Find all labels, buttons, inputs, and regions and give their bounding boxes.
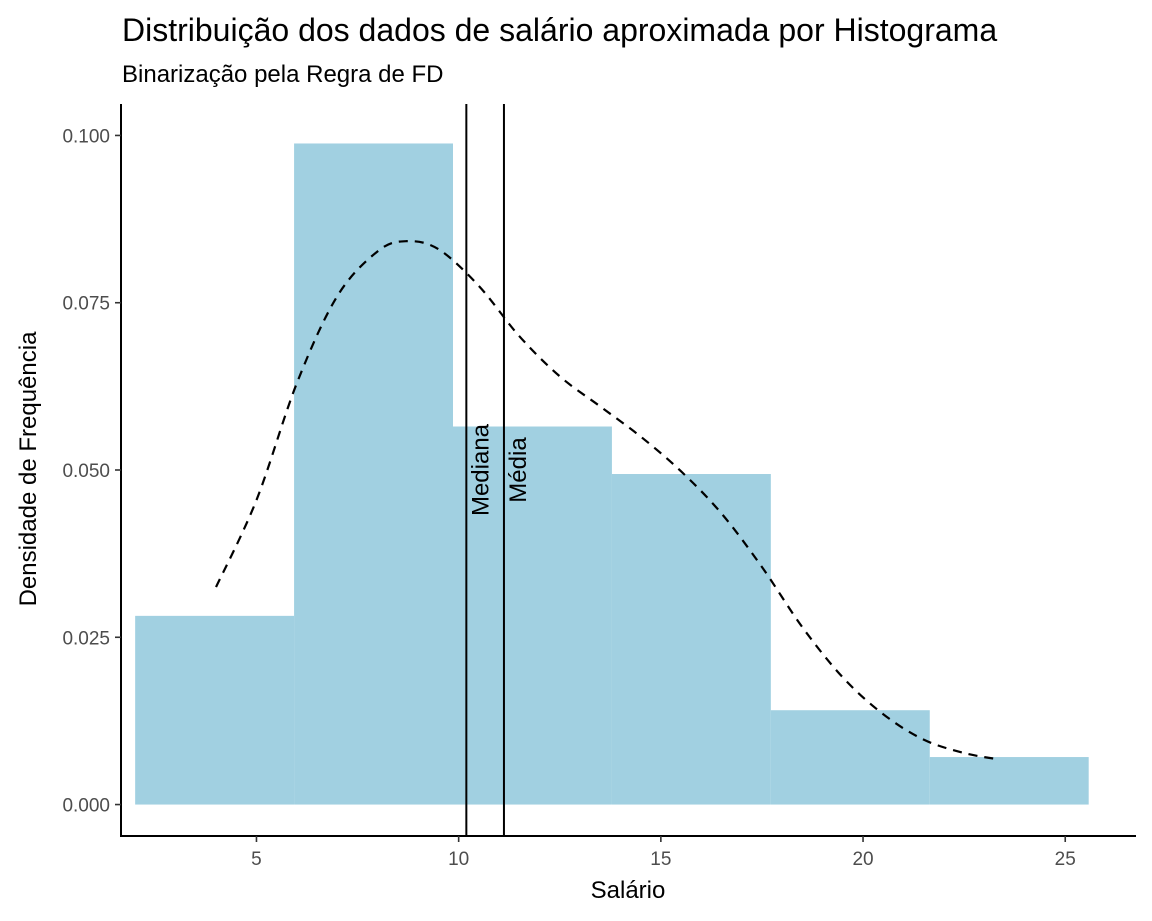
- x-tick-label: 15: [650, 849, 671, 870]
- y-axis-ticks: 0.000 0.025 0.050 0.075 0.100: [62, 126, 121, 817]
- y-tick-label: 0.000: [62, 796, 110, 817]
- y-tick-label: 0.075: [62, 294, 110, 315]
- x-tick-label: 20: [852, 849, 873, 870]
- chart-subtitle: Binarização pela Regra de FD: [122, 61, 444, 88]
- x-tick-label: 25: [1055, 849, 1076, 870]
- histogram-bar-3: [452, 426, 612, 805]
- chart-title: Distribuição dos dados de salário aproxi…: [122, 12, 997, 48]
- mean-label: Média: [505, 437, 532, 503]
- histogram-bar-5: [770, 710, 930, 805]
- histogram-bar-6: [929, 757, 1089, 805]
- histogram-bar-4: [611, 474, 771, 805]
- histogram-bars: [135, 143, 1089, 805]
- x-axis-title: Salário: [591, 877, 666, 904]
- x-axis-ticks: 5 10 15 20 25: [251, 836, 1076, 870]
- y-tick-label: 0.025: [62, 628, 110, 649]
- y-axis-title: Densidade de Frequência: [15, 331, 42, 607]
- histogram-bar-1: [135, 615, 295, 805]
- y-tick-label: 0.100: [62, 126, 110, 147]
- x-tick-label: 5: [251, 849, 262, 870]
- density-curve: [215, 240, 997, 761]
- histogram-bar-2: [294, 143, 453, 805]
- x-tick-label: 10: [448, 849, 469, 870]
- y-tick-label: 0.050: [62, 461, 110, 482]
- reference-lines: Mediana Média: [465, 104, 532, 836]
- median-label: Mediana: [467, 423, 494, 516]
